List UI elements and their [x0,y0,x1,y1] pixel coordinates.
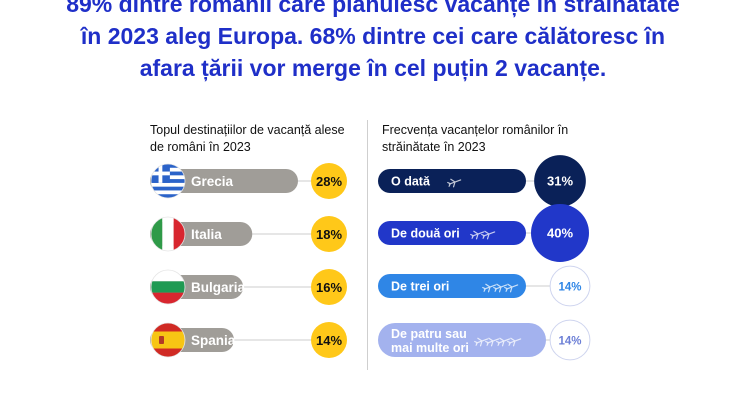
frequency-label: De două ori [391,227,460,241]
frequency-bar [378,169,526,193]
airplane-icon [474,337,489,347]
frequency-value-bubble [534,155,586,207]
destination-row: Spania 14% [150,322,347,358]
frequency-label: O dată [391,175,431,189]
destination-row: Bulgaria 16% [150,269,347,305]
airplane-icon [504,283,519,293]
destination-bar [150,169,298,193]
headline-line-3: afara țării vor merge în cel puțin 2 vac… [139,55,607,81]
airplane-icon [493,283,508,293]
spain-flag-icon [150,322,186,358]
airplane-icon [485,337,500,347]
panel-divider [367,120,368,370]
frequency-value-label: 14% [558,336,581,348]
destination-label: Spania [191,333,236,348]
airplane-icon [447,178,462,188]
frequency-value-bubble [549,319,591,361]
destination-label: Italia [191,227,222,242]
frequency-value-label: 40% [547,226,573,241]
headline-line-2: în 2023 aleg Europa. 68% dintre cei care… [80,23,666,49]
airplane-icon [481,230,496,240]
destination-value-label: 14% [316,333,342,348]
airplane-icon [470,230,485,240]
frequency-bar [378,323,546,357]
headline-line-1: 89% dintre românii care planuiesc vacanț… [66,0,680,17]
destination-value-badge [311,216,347,252]
destination-label: Grecia [191,174,234,189]
destination-value-badge [311,163,347,199]
frequency-row: O dată 31% [378,155,586,207]
frequency-value-label: 14% [558,282,581,294]
bulgaria-flag-icon [150,269,186,305]
frequency-value-bubble [549,265,591,307]
destination-value-label: 18% [316,227,342,242]
destination-value-badge [311,269,347,305]
destination-value-label: 28% [316,174,342,189]
frequency-row: De trei ori 14% [378,265,591,307]
frequency-bar [378,221,526,245]
frequency-value-label: 31% [547,174,573,189]
headline: 89% dintre românii care planuiesc vacanț… [0,0,746,84]
frequency-value-bubble [531,204,589,262]
destinations-panel-title: Topul destinațiilor de vacanță alese de … [150,123,345,154]
frequency-label: De trei ori [391,280,449,294]
destination-value-badge [311,322,347,358]
airplane-icon [496,337,511,347]
destination-label: Bulgaria [191,280,246,295]
frequency-row: De două ori 40% [378,204,589,262]
destination-row: Italia 18% [150,216,347,252]
airplane-icon [507,337,522,347]
destination-row: Grecia 28% [150,163,347,199]
italy-flag-icon [150,216,186,252]
frequency-row: De patru sau mai multe ori 14% [378,319,591,361]
airplane-icon [482,283,497,293]
frequency-label: De patru sau mai multe ori [391,327,469,355]
frequency-panel-title: Frecvența vacanțelor românilor în străin… [382,123,569,154]
greece-flag-icon [150,163,186,199]
destination-value-label: 16% [316,280,342,295]
